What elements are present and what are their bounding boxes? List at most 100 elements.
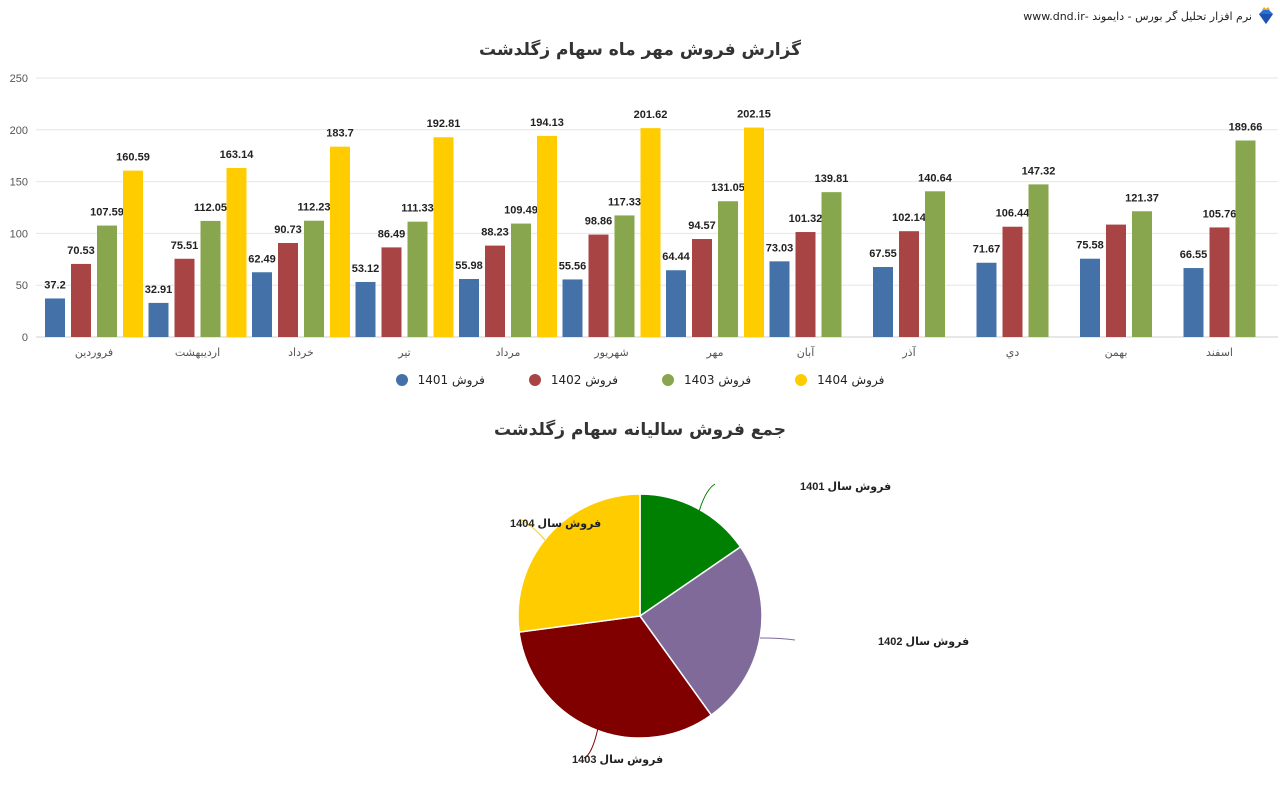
legend-label: فروش 1401 bbox=[417, 373, 485, 387]
pie-slice-label: فروش سال 1402 bbox=[878, 636, 969, 648]
bar-value-label: 189.66 bbox=[1229, 122, 1263, 134]
pie-leader-line bbox=[697, 483, 716, 516]
pie-chart-title: جمع فروش سالیانه سهام زگلدشت bbox=[493, 420, 787, 440]
bar-value-label: 71.67 bbox=[973, 244, 1001, 256]
bar-value-label: 112.05 bbox=[194, 202, 227, 214]
bar bbox=[459, 279, 479, 337]
legend-label: فروش 1402 bbox=[550, 373, 618, 387]
bar-value-label: 139.81 bbox=[815, 173, 849, 185]
brand-text: نرم افزار تحلیل گر بورس - دایموند -www.d… bbox=[1023, 9, 1252, 23]
bar-value-label: 112.23 bbox=[297, 202, 330, 214]
bar bbox=[433, 137, 454, 337]
bar-value-label: 201.62 bbox=[634, 109, 668, 121]
bar bbox=[200, 220, 221, 337]
bar bbox=[976, 262, 997, 337]
y-tick-label: 200 bbox=[10, 125, 28, 137]
bar-value-label: 140.64 bbox=[918, 172, 953, 184]
bar bbox=[304, 220, 324, 337]
bar-value-label: 88.23 bbox=[481, 227, 509, 239]
bar-value-label: 183.7 bbox=[326, 128, 354, 140]
pie-leader-line bbox=[759, 637, 796, 641]
bar-value-label: 202.15 bbox=[737, 109, 771, 121]
bar bbox=[1080, 258, 1100, 337]
bar-value-label: 37.2 bbox=[44, 279, 65, 291]
pie-slice bbox=[639, 493, 742, 618]
bar bbox=[71, 263, 91, 337]
bar-value-label: 192.81 bbox=[427, 118, 461, 130]
legend-item[interactable]: فروش 1403 bbox=[662, 373, 751, 387]
x-category-label: آبان bbox=[797, 345, 815, 359]
legend-item[interactable]: فروش 1401 bbox=[395, 373, 485, 387]
bar bbox=[640, 128, 661, 337]
x-category-label: شهریور bbox=[593, 347, 628, 359]
bar bbox=[1132, 211, 1152, 337]
legend-item[interactable]: فروش 1402 bbox=[528, 373, 618, 387]
bar-value-label: 55.98 bbox=[455, 260, 483, 272]
chart-legend: فروش 1401 فروش 1402 فروش 1403 فروش 1404 bbox=[0, 373, 1280, 387]
bar bbox=[899, 231, 919, 337]
bar-value-label: 117.33 bbox=[608, 196, 641, 208]
bar bbox=[562, 279, 583, 337]
bar bbox=[718, 201, 738, 337]
bar bbox=[252, 272, 272, 337]
pie-leader-line bbox=[521, 519, 546, 541]
bar-chart: 0 50 100 150 200 250 37.2 70.53 107.59 160.59 فرور… bbox=[10, 73, 1278, 359]
bar-value-label: 94.57 bbox=[688, 220, 716, 232]
bar bbox=[97, 225, 117, 337]
bar bbox=[330, 146, 350, 337]
pie-slice bbox=[638, 545, 763, 717]
legend-dot-icon bbox=[395, 374, 408, 386]
y-tick-label: 100 bbox=[10, 228, 28, 240]
bar bbox=[1183, 268, 1204, 337]
x-category-label: مهر bbox=[705, 347, 723, 359]
bar-value-label: 73.03 bbox=[766, 242, 794, 254]
bar bbox=[925, 191, 945, 337]
bar-value-label: 98.86 bbox=[585, 216, 613, 228]
bar bbox=[873, 267, 893, 337]
bar bbox=[1106, 224, 1126, 337]
y-tick-label: 150 bbox=[10, 177, 28, 189]
x-category-label: خرداد bbox=[288, 347, 314, 359]
bar-value-label: 107.59 bbox=[90, 207, 124, 219]
bar bbox=[1209, 227, 1230, 337]
bar-value-label: 53.12 bbox=[352, 263, 380, 275]
bar-value-label: 147.32 bbox=[1022, 165, 1056, 177]
pie-slice bbox=[517, 493, 641, 633]
bar-value-label: 109.49 bbox=[504, 205, 538, 217]
bar bbox=[511, 223, 531, 337]
bar-value-label: 131.05 bbox=[711, 182, 745, 194]
y-tick-label: 250 bbox=[10, 73, 28, 85]
bar-value-label: 106.44 bbox=[996, 208, 1031, 220]
bar bbox=[174, 258, 195, 337]
bar bbox=[1002, 226, 1023, 337]
pie-leader-line bbox=[583, 727, 599, 759]
bar-value-label: 163.14 bbox=[220, 149, 255, 161]
bar-value-label: 102.14 bbox=[892, 212, 927, 224]
x-category-label: تیر bbox=[397, 347, 410, 359]
y-tick-label: 50 bbox=[16, 280, 28, 292]
bar bbox=[769, 261, 790, 337]
pie-slice-label: فروش سال 1401 bbox=[800, 481, 891, 493]
x-category-label: فروردین bbox=[75, 347, 113, 359]
bar bbox=[795, 232, 816, 337]
bar-value-label: 66.55 bbox=[1180, 249, 1208, 261]
x-category-label: اردیبهشت bbox=[175, 347, 220, 359]
bar bbox=[1028, 184, 1049, 337]
legend-label: فروش 1404 bbox=[817, 373, 885, 387]
bar bbox=[614, 215, 635, 337]
bar-value-label: 67.55 bbox=[869, 248, 897, 260]
bar-value-label: 55.56 bbox=[559, 260, 587, 272]
bar-value-label: 64.44 bbox=[662, 251, 690, 263]
legend-item[interactable]: فروش 1404 bbox=[795, 373, 884, 387]
x-category-label: آذر bbox=[901, 345, 916, 359]
bar bbox=[692, 239, 712, 337]
bar bbox=[588, 234, 609, 337]
bar-value-label: 160.59 bbox=[116, 152, 150, 164]
bar bbox=[537, 135, 557, 337]
bar-value-label: 62.49 bbox=[248, 253, 276, 265]
bar-value-label: 121.37 bbox=[1125, 192, 1159, 204]
bar-value-label: 75.51 bbox=[171, 240, 199, 252]
bar-value-label: 86.49 bbox=[378, 228, 406, 240]
bar bbox=[278, 243, 298, 337]
bar-value-label: 194.13 bbox=[530, 117, 564, 129]
